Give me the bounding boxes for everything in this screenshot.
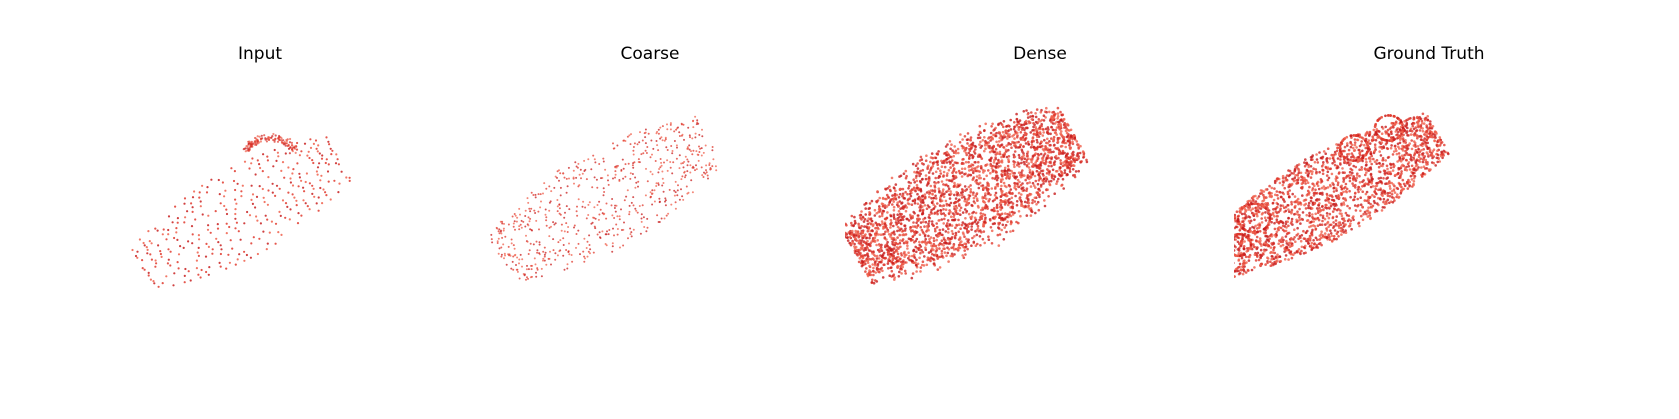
panel-title-input: Input xyxy=(237,44,283,64)
point-cloud-ground-truth xyxy=(1234,112,1450,278)
panel-coarse: Coarse xyxy=(455,0,845,419)
panel-title-ground-truth: Ground Truth xyxy=(1373,44,1485,64)
panel-title-coarse: Coarse xyxy=(620,44,680,64)
point-cloud-input xyxy=(131,132,351,288)
panel-input: Input xyxy=(65,0,455,419)
point-cloud-dense xyxy=(845,106,1089,285)
panel-ground-truth: Ground Truth xyxy=(1234,0,1624,419)
panel-title-dense: Dense xyxy=(1013,44,1067,64)
panel-dense: Dense xyxy=(845,0,1235,419)
point-cloud-coarse xyxy=(490,115,718,281)
